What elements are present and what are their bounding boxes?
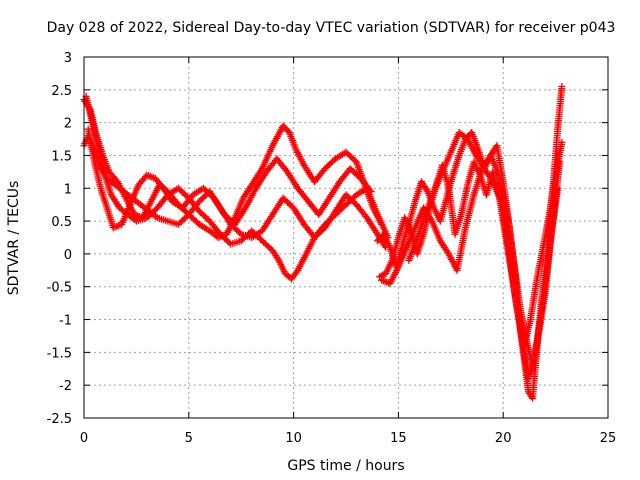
series-track-4: [84, 125, 375, 232]
y-tick-label: -1.5: [47, 346, 72, 361]
data-point-marker: [488, 176, 496, 184]
chart-title: Day 028 of 2022, Sidereal Day-to-day VTE…: [47, 20, 616, 36]
data-point-marker: [367, 188, 375, 196]
data-point-marker: [236, 229, 244, 237]
data-point-marker: [274, 255, 282, 263]
data-point-marker: [146, 172, 154, 180]
data-point-marker: [148, 173, 156, 181]
y-tick-label: 3: [64, 51, 72, 66]
data-point-marker: [143, 171, 151, 179]
x-tick-label: 5: [185, 431, 193, 446]
grid: [84, 57, 608, 418]
x-tick-label: 10: [285, 431, 302, 446]
y-tick-label: -2: [59, 379, 72, 394]
y-tick-label: 2.5: [51, 84, 72, 99]
axis-ticks: -2.5 -2 -1.5 -1 -0.5 0 0.5 1 1.5 2 2.5 3 0 5 10 15 20 25: [47, 51, 617, 446]
data-point-marker: [134, 212, 142, 220]
data-point-marker: [423, 186, 431, 194]
y-tick-label: 1.5: [51, 149, 72, 164]
x-tick-label: 20: [495, 431, 512, 446]
y-tick-label: -1: [59, 314, 72, 329]
data-series: [80, 83, 566, 402]
series-track-3: [82, 92, 392, 283]
data-point-marker: [109, 224, 117, 232]
data-point-marker: [152, 212, 160, 220]
data-point-marker: [381, 277, 389, 285]
data-point-marker: [145, 172, 153, 180]
data-point-marker: [427, 215, 435, 223]
data-point-marker: [366, 186, 374, 194]
x-tick-label: 25: [600, 431, 617, 446]
y-axis-label: SDTVAR / TECUs: [6, 181, 22, 296]
plot-frame: [83, 56, 609, 419]
y-tick-label: 0: [64, 248, 72, 263]
data-point-marker: [379, 277, 387, 285]
y-tick-label: 1: [64, 182, 72, 197]
y-tick-label: 0.5: [51, 215, 72, 230]
y-tick-label: 2: [64, 117, 72, 132]
data-point-marker: [113, 222, 121, 230]
data-point-marker: [378, 276, 386, 284]
series-track-8: [405, 128, 564, 383]
data-point-marker: [111, 223, 119, 231]
x-tick-label: 15: [390, 431, 407, 446]
x-axis-label: GPS time / hours: [287, 458, 404, 474]
data-point-marker: [114, 222, 122, 230]
data-point-marker: [558, 83, 566, 91]
x-tick-label: 0: [80, 431, 88, 446]
data-point-marker: [131, 216, 139, 224]
y-tick-label: -2.5: [47, 412, 72, 427]
y-tick-label: -0.5: [47, 281, 72, 296]
data-point-marker: [556, 158, 564, 166]
data-point-marker: [558, 138, 566, 146]
